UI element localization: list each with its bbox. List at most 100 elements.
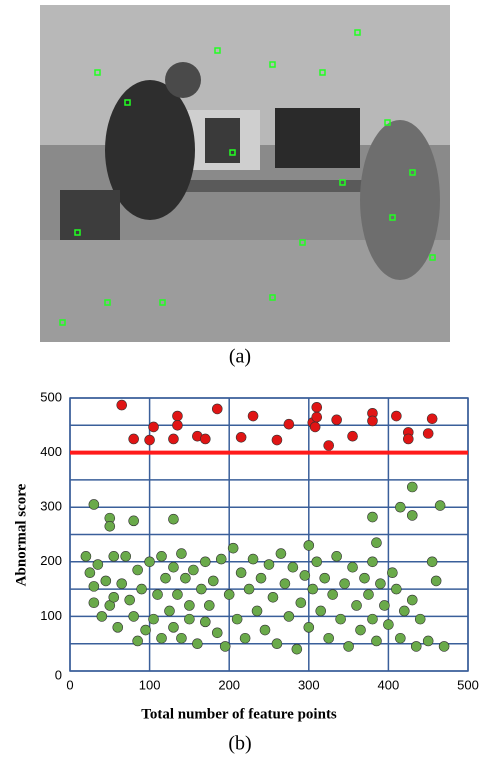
data-point <box>184 614 194 624</box>
data-point <box>312 402 322 412</box>
x-tick-label: 100 <box>139 677 161 692</box>
data-point <box>208 576 218 586</box>
x-tick-label: 200 <box>218 677 240 692</box>
data-point <box>220 641 230 651</box>
data-point <box>89 581 99 591</box>
data-point <box>352 600 362 610</box>
data-point <box>304 622 314 632</box>
data-point <box>204 600 214 610</box>
data-point <box>328 590 338 600</box>
data-point <box>395 502 405 512</box>
data-point <box>360 573 370 583</box>
data-point <box>85 568 95 578</box>
data-point <box>137 584 147 594</box>
data-point <box>109 592 119 602</box>
data-point <box>117 400 127 410</box>
data-point <box>252 606 262 616</box>
figure: (a) (b) Total number of feature points A… <box>0 0 479 762</box>
data-point <box>180 573 190 583</box>
data-point <box>399 606 409 616</box>
data-point <box>324 441 334 451</box>
data-point <box>93 560 103 570</box>
data-point <box>192 639 202 649</box>
photo-head <box>165 62 201 98</box>
data-point <box>292 644 302 654</box>
y-tick-label: 100 <box>40 608 62 623</box>
data-point <box>153 590 163 600</box>
data-point <box>324 633 334 643</box>
data-point <box>109 551 119 561</box>
data-point <box>97 611 107 621</box>
photo-monitor <box>205 118 240 163</box>
data-point <box>316 606 326 616</box>
y-tick-label: 0 <box>55 667 62 682</box>
data-point <box>407 595 417 605</box>
y-tick-label: 300 <box>40 499 62 514</box>
data-point <box>200 617 210 627</box>
data-point <box>129 516 139 526</box>
data-point <box>172 590 182 600</box>
data-point <box>391 584 401 594</box>
caption: (b) <box>228 733 251 755</box>
data-point <box>423 428 433 438</box>
data-point <box>367 512 377 522</box>
data-point <box>371 636 381 646</box>
data-point <box>268 592 278 602</box>
data-point <box>172 420 182 430</box>
data-point <box>344 641 354 651</box>
data-point <box>340 579 350 589</box>
data-point <box>157 551 167 561</box>
data-point <box>145 435 155 445</box>
data-point <box>439 641 449 651</box>
data-point <box>149 614 159 624</box>
data-point <box>308 584 318 594</box>
data-point <box>228 543 238 553</box>
data-point <box>391 411 401 421</box>
data-point <box>168 562 178 572</box>
photo-person <box>360 120 440 280</box>
data-point <box>375 579 385 589</box>
data-point <box>407 510 417 520</box>
photo-chair <box>60 190 120 240</box>
data-point <box>188 565 198 575</box>
x-tick-label: 400 <box>378 677 400 692</box>
x-tick-label: 0 <box>66 677 73 692</box>
data-point <box>172 411 182 421</box>
data-point <box>288 562 298 572</box>
photo <box>40 5 450 342</box>
data-point <box>168 434 178 444</box>
data-point <box>407 482 417 492</box>
data-point <box>248 411 258 421</box>
data-point <box>121 551 131 561</box>
data-point <box>310 422 320 432</box>
data-point <box>168 622 178 632</box>
data-point <box>364 590 374 600</box>
data-point <box>336 614 346 624</box>
data-point <box>256 573 266 583</box>
data-point <box>101 576 111 586</box>
data-point <box>236 568 246 578</box>
data-point <box>284 419 294 429</box>
data-point <box>411 641 421 651</box>
data-point <box>236 432 246 442</box>
data-point <box>145 557 155 567</box>
y-tick-label: 500 <box>40 389 62 404</box>
x-axis-label: Total number of feature points <box>141 706 337 722</box>
data-point <box>129 434 139 444</box>
data-point <box>113 622 123 632</box>
data-point <box>244 584 254 594</box>
data-point <box>232 614 242 624</box>
data-point <box>296 598 306 608</box>
data-point <box>224 590 234 600</box>
data-point <box>427 414 437 424</box>
x-tick-label: 500 <box>457 677 479 692</box>
data-point <box>280 579 290 589</box>
data-point <box>423 636 433 646</box>
y-tick-label: 200 <box>40 553 62 568</box>
data-point <box>141 625 151 635</box>
data-point <box>168 514 178 524</box>
data-point <box>248 554 258 564</box>
data-point <box>395 633 405 643</box>
data-point <box>200 434 210 444</box>
data-point <box>332 551 342 561</box>
